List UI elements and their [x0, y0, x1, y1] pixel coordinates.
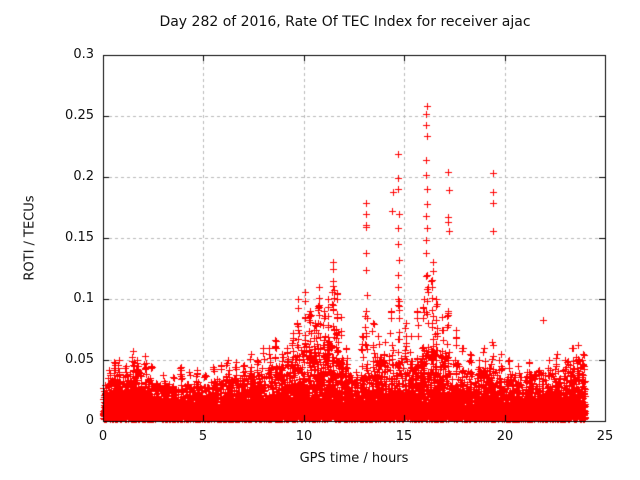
ytick-0-2: 0.2: [73, 169, 94, 184]
ytick-0: 0: [85, 413, 94, 428]
xtick-25: 25: [596, 429, 614, 444]
chart-title: Day 282 of 2016, Rate Of TEC Index for r…: [159, 14, 531, 30]
xtick-10: 10: [295, 429, 313, 444]
xtick-15: 15: [395, 429, 413, 444]
ytick-0-3: 0.3: [73, 47, 94, 62]
ytick-0-25: 0.25: [65, 108, 94, 123]
x-axis-label: GPS time / hours: [299, 451, 409, 466]
ytick-0-1: 0.1: [73, 291, 94, 306]
ytick-0-15: 0.15: [65, 230, 94, 245]
xtick-5: 5: [198, 429, 208, 444]
ytick-0-05: 0.05: [65, 352, 94, 367]
xtick-0: 0: [98, 429, 108, 444]
xtick-20: 20: [496, 429, 514, 444]
